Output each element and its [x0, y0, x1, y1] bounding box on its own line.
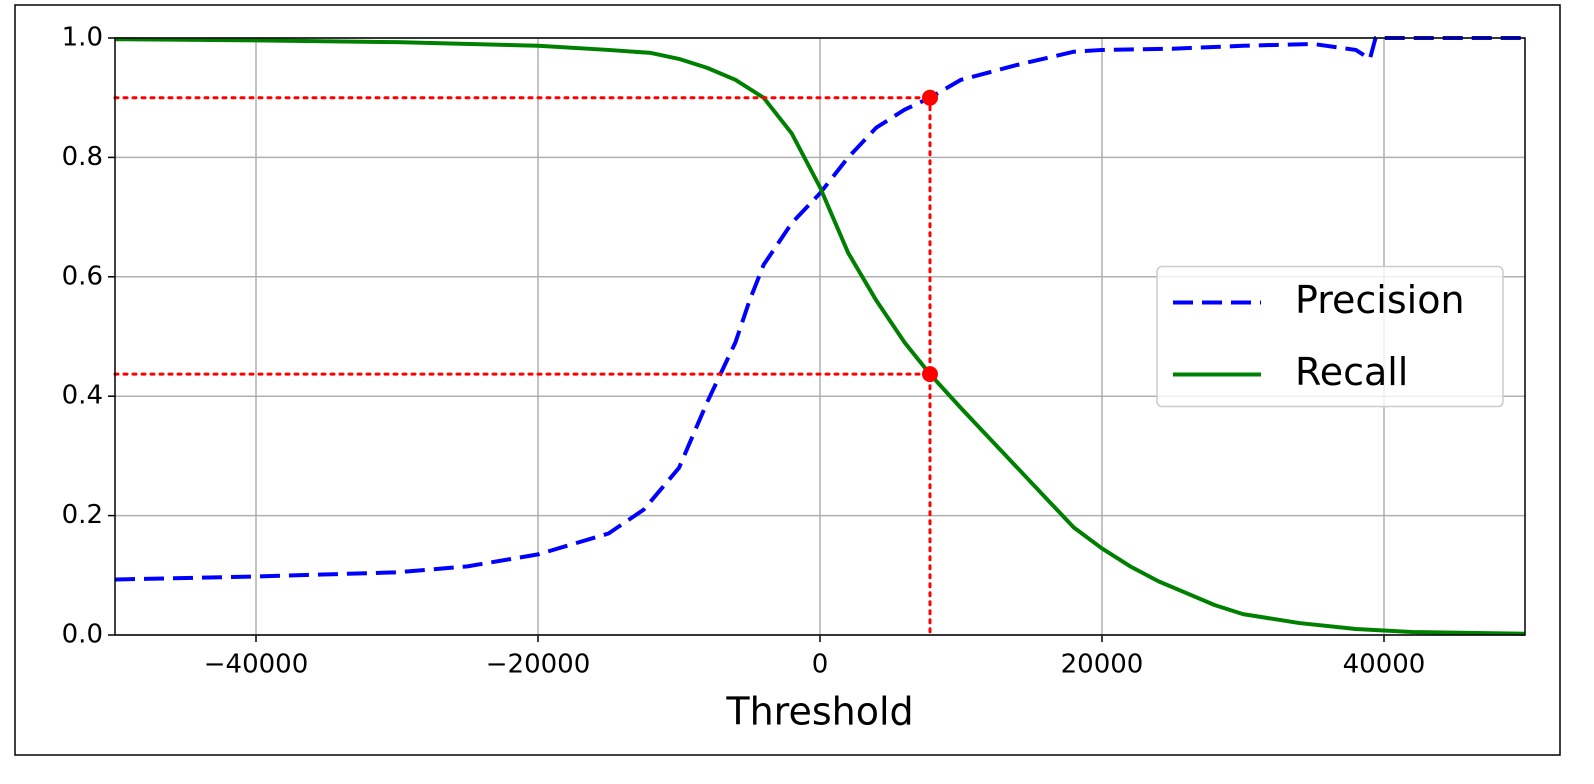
y-tick-label: 0.8: [62, 142, 103, 172]
legend-label: Precision: [1295, 278, 1465, 322]
marker-point: [921, 89, 938, 106]
y-tick-label: 1.0: [62, 23, 103, 53]
y-tick-label: 0.6: [62, 261, 103, 291]
y-tick-label: 0.2: [62, 500, 103, 530]
series-line: [114, 36, 1525, 582]
plot-border: [114, 37, 1526, 636]
x-tick-label: 20000: [1061, 650, 1144, 680]
x-tick-label: 40000: [1343, 650, 1426, 680]
x-tick-label: −20000: [486, 650, 591, 680]
x-tick-label: −40000: [204, 650, 309, 680]
x-tick-label: 0: [812, 650, 829, 680]
y-tick-label: 0.4: [62, 381, 103, 411]
legend-label: Recall: [1295, 350, 1408, 394]
y-tick-label: 0.0: [62, 620, 103, 650]
marker-point: [921, 366, 938, 383]
x-axis-label: Threshold: [725, 690, 913, 734]
